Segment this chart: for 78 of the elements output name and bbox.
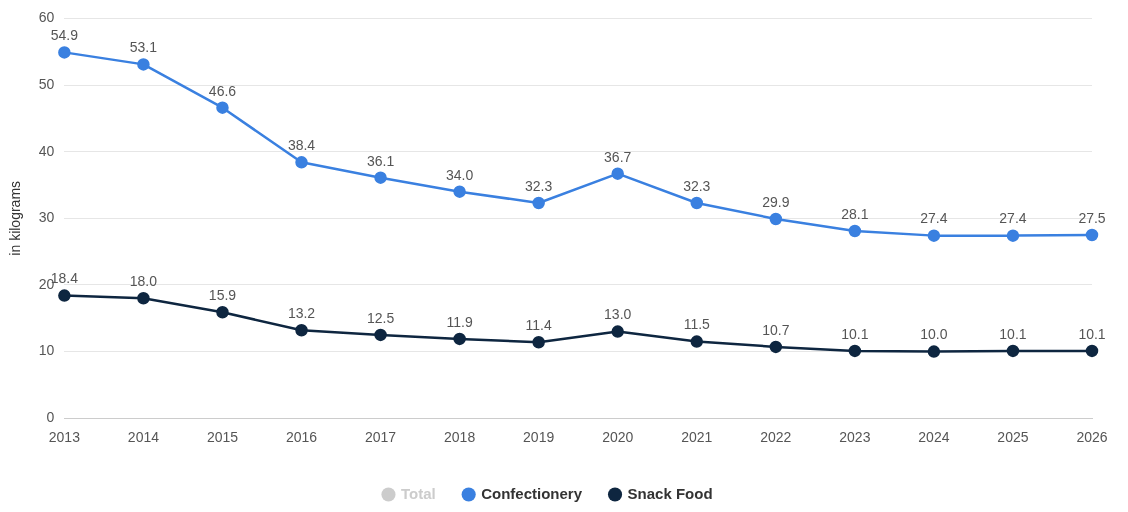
x-tick-label: 2023 bbox=[839, 429, 871, 446]
x-tick-label: 2020 bbox=[602, 429, 634, 446]
data-label: 32.3 bbox=[525, 177, 553, 194]
x-tick-label: 2015 bbox=[206, 429, 239, 446]
x-tick-label: 2019 bbox=[523, 429, 555, 446]
data-label: 10.1 bbox=[999, 325, 1027, 342]
y-tick-label: 10 bbox=[38, 342, 55, 359]
data-label: 34.0 bbox=[445, 166, 474, 183]
y-axis-title: in kilograms bbox=[7, 180, 24, 256]
x-tick-label: 2013 bbox=[48, 429, 81, 446]
data-label: 27.4 bbox=[920, 210, 948, 227]
data-label: 12.5 bbox=[366, 309, 395, 326]
data-label: 36.1 bbox=[366, 152, 395, 169]
data-label: 13.0 bbox=[604, 306, 632, 323]
point bbox=[216, 306, 229, 319]
x-tick-label: 2025 bbox=[997, 429, 1029, 446]
point bbox=[927, 345, 941, 358]
data-label: 10.1 bbox=[841, 325, 869, 342]
point bbox=[848, 224, 862, 238]
x-tick-label: 2018 bbox=[444, 429, 476, 446]
point bbox=[1085, 344, 1099, 358]
data-label: 38.4 bbox=[287, 137, 316, 154]
data-label: 29.9 bbox=[762, 193, 790, 210]
point bbox=[769, 212, 783, 226]
point bbox=[295, 323, 308, 337]
x-tick-label: 2024 bbox=[918, 429, 950, 446]
point bbox=[216, 101, 229, 114]
point bbox=[453, 185, 466, 198]
data-label: 46.6 bbox=[208, 82, 237, 99]
point bbox=[690, 196, 704, 210]
point bbox=[1085, 228, 1099, 242]
point bbox=[532, 196, 545, 210]
data-label: 13.2 bbox=[287, 305, 316, 322]
point bbox=[1006, 344, 1020, 358]
data-label: 27.4 bbox=[999, 210, 1027, 227]
data-label: 11.4 bbox=[525, 317, 552, 334]
point bbox=[58, 46, 71, 59]
legend-label: Confectionery bbox=[481, 484, 583, 502]
data-label: 10.1 bbox=[1078, 325, 1106, 342]
data-label: 54.9 bbox=[50, 27, 79, 44]
data-label: 53.1 bbox=[129, 39, 158, 56]
point bbox=[927, 229, 941, 242]
data-label: 18.0 bbox=[129, 273, 158, 290]
y-tick-label: 40 bbox=[38, 142, 55, 159]
y-tick-label: 0 bbox=[46, 409, 55, 426]
point bbox=[1006, 229, 1020, 242]
point bbox=[532, 335, 545, 349]
legend-label: Snack Food bbox=[627, 484, 713, 502]
point bbox=[58, 289, 71, 302]
point bbox=[374, 171, 387, 184]
x-tick-label: 2016 bbox=[285, 429, 318, 446]
point bbox=[137, 58, 150, 71]
point bbox=[690, 335, 704, 348]
y-tick-label: 60 bbox=[38, 9, 55, 26]
data-label: 32.3 bbox=[683, 177, 711, 194]
x-tick-label: 2014 bbox=[127, 429, 160, 446]
point bbox=[769, 340, 783, 354]
x-tick-label: 2026 bbox=[1076, 429, 1108, 446]
data-label: 15.9 bbox=[208, 287, 237, 304]
x-tick-label: 2022 bbox=[760, 429, 792, 446]
point bbox=[453, 332, 466, 346]
point bbox=[848, 344, 862, 358]
point bbox=[374, 328, 387, 342]
data-label: 11.9 bbox=[446, 313, 473, 330]
data-label: 27.5 bbox=[1078, 209, 1106, 226]
point bbox=[137, 292, 150, 305]
point bbox=[611, 325, 624, 338]
data-label: 10.7 bbox=[762, 321, 790, 338]
y-tick-label: 30 bbox=[38, 209, 55, 226]
data-label: 28.1 bbox=[841, 205, 869, 222]
x-tick-label: 2017 bbox=[364, 429, 397, 446]
point bbox=[611, 167, 624, 180]
data-label: 36.7 bbox=[604, 148, 632, 165]
point bbox=[295, 156, 308, 169]
y-tick-label: 50 bbox=[38, 75, 55, 92]
x-tick-label: 2021 bbox=[681, 429, 713, 446]
data-label: 11.5 bbox=[683, 316, 711, 333]
data-label: 10.0 bbox=[920, 326, 948, 343]
